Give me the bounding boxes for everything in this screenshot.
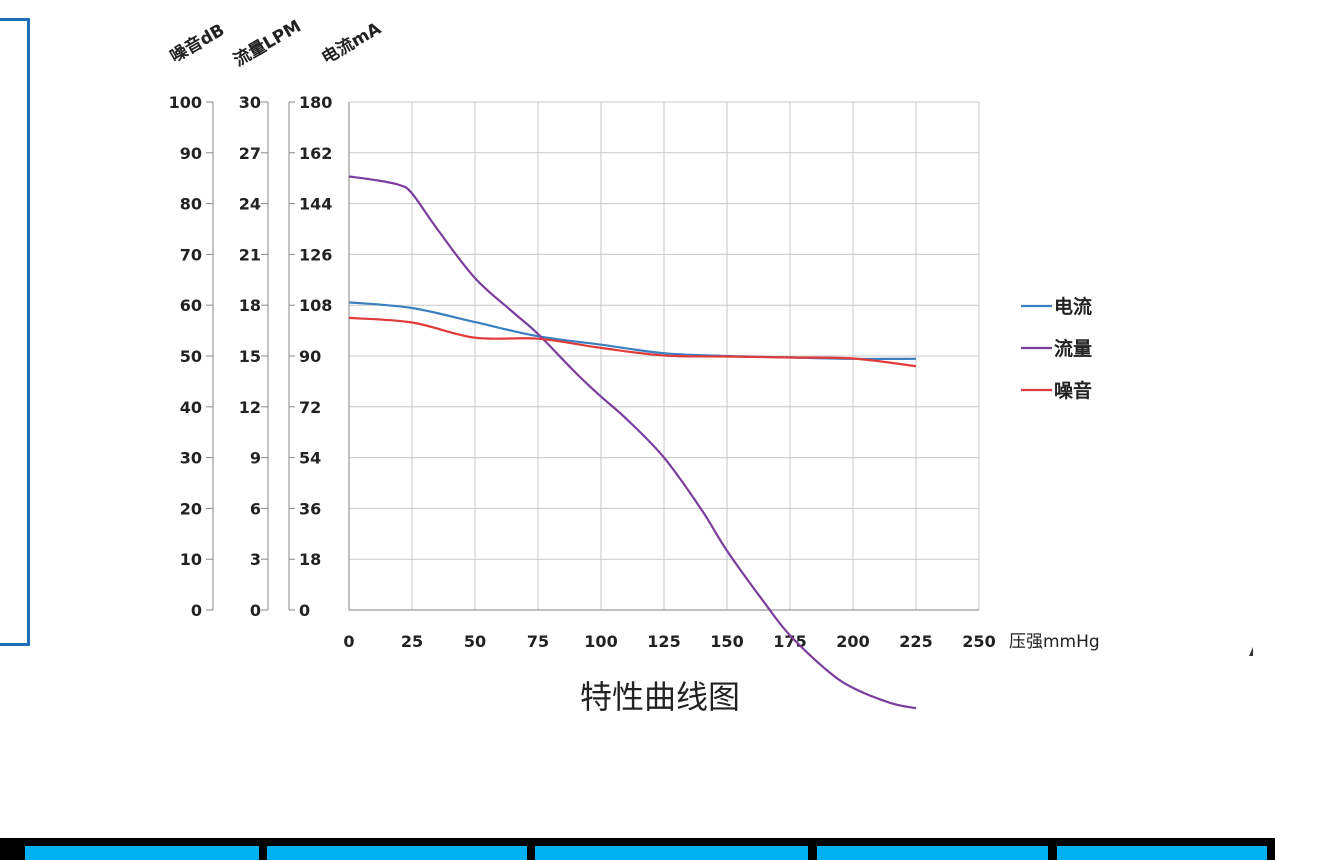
y-tick-label: 9 — [250, 449, 261, 468]
left-frame-border — [0, 18, 30, 646]
table-header-cell — [267, 846, 527, 860]
y-tick-label: 162 — [299, 144, 332, 163]
y-tick-label: 12 — [239, 398, 261, 417]
y-tick-label: 18 — [299, 550, 321, 569]
legend-label: 噪音 — [1054, 379, 1092, 402]
y-tick-label: 90 — [299, 347, 321, 366]
y-tick-label: 3 — [250, 550, 261, 569]
chart-title: 特性曲线图 — [579, 678, 740, 716]
y-tick-label: 40 — [180, 398, 202, 417]
x-axis-label: 压强mmHg — [1009, 632, 1100, 652]
y-axis-title: 流量LPM — [230, 16, 305, 71]
y-tick-label: 20 — [180, 499, 202, 518]
y-tick-label: 60 — [180, 296, 202, 315]
y-axis-title: 噪音dB — [166, 19, 228, 67]
x-tick-label: 150 — [710, 632, 743, 651]
x-tick-label: 50 — [464, 632, 486, 651]
y-tick-label: 144 — [299, 195, 332, 214]
y-tick-label: 18 — [239, 296, 261, 315]
y-tick-label: 70 — [180, 245, 202, 264]
y-tick-label: 50 — [180, 347, 202, 366]
y-tick-label: 54 — [299, 449, 321, 468]
series-line-流量 — [348, 175, 917, 710]
chart-axes: 0 25 50 75 100 125 150 175 200 225 250 压强mmHg010203… — [166, 16, 1099, 652]
table-header-cell — [817, 846, 1048, 860]
x-tick-label: 100 — [584, 632, 617, 651]
y-axis-title: 电流mA — [318, 18, 385, 69]
y-tick-label: 15 — [239, 347, 261, 366]
x-tick-label: 0 — [343, 632, 354, 651]
series-line-电流 — [348, 301, 917, 361]
y-tick-label: 72 — [299, 398, 321, 417]
table-header-cell — [25, 846, 259, 860]
y-tick-label: 36 — [299, 499, 321, 518]
y-tick-label: 80 — [180, 195, 202, 214]
y-tick-label: 24 — [239, 195, 261, 214]
y-tick-label: 30 — [239, 93, 261, 112]
legend-label: 电流 — [1054, 295, 1092, 318]
y-tick-label: 108 — [299, 296, 332, 315]
y-tick-label: 180 — [299, 93, 332, 112]
y-tick-label: 27 — [239, 144, 261, 163]
x-tick-label: 25 — [401, 632, 423, 651]
table-header-cell — [535, 846, 808, 860]
y-tick-label: 0 — [299, 601, 310, 620]
y-tick-label: 30 — [180, 449, 202, 468]
x-tick-label: 200 — [836, 632, 869, 651]
y-tick-label: 126 — [299, 245, 332, 264]
chart-series — [348, 175, 917, 710]
x-tick-label: 75 — [527, 632, 549, 651]
y-tick-label: 21 — [239, 245, 261, 264]
y-tick-label: 0 — [191, 601, 202, 620]
x-tick-label: 125 — [647, 632, 680, 651]
x-tick-label: 225 — [899, 632, 932, 651]
x-tick-label: 250 — [962, 632, 995, 651]
table-header-cell — [1057, 846, 1267, 860]
corner-mark — [1249, 647, 1253, 656]
y-tick-label: 10 — [180, 550, 202, 569]
x-tick-label: 175 — [773, 632, 806, 651]
series-line-噪音 — [348, 316, 917, 368]
y-tick-label: 90 — [180, 144, 202, 163]
y-tick-label: 6 — [250, 499, 261, 518]
legend-label: 流量 — [1054, 337, 1092, 360]
y-tick-label: 0 — [250, 601, 261, 620]
y-tick-label: 100 — [169, 93, 202, 112]
